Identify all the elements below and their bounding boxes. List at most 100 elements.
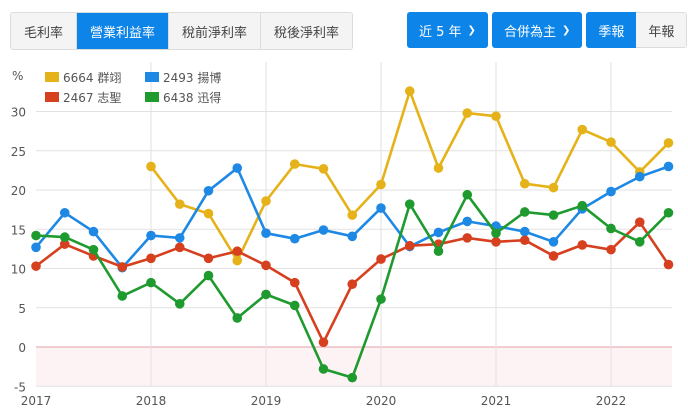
data-point[interactable] bbox=[203, 208, 214, 219]
data-point[interactable] bbox=[203, 270, 214, 281]
data-point[interactable] bbox=[146, 253, 156, 264]
data-point[interactable] bbox=[462, 233, 473, 243]
data-point[interactable] bbox=[261, 289, 271, 300]
data-point[interactable] bbox=[261, 228, 271, 238]
data-point[interactable] bbox=[88, 244, 99, 255]
data-point[interactable] bbox=[289, 159, 300, 169]
data-point[interactable] bbox=[117, 291, 128, 301]
data-point[interactable] bbox=[663, 207, 674, 218]
data-point[interactable] bbox=[117, 262, 128, 272]
data-point[interactable] bbox=[404, 199, 415, 209]
data-point[interactable] bbox=[376, 254, 386, 264]
data-point[interactable] bbox=[491, 111, 501, 122]
data-point[interactable] bbox=[663, 259, 674, 270]
legend-item[interactable]: 2467 志聖 bbox=[45, 91, 121, 105]
data-point[interactable] bbox=[663, 138, 674, 148]
data-point[interactable] bbox=[519, 207, 530, 217]
data-point[interactable] bbox=[433, 239, 444, 249]
data-point[interactable] bbox=[433, 163, 444, 173]
data-point[interactable] bbox=[146, 161, 156, 172]
data-point[interactable] bbox=[347, 372, 358, 383]
data-point[interactable] bbox=[376, 179, 386, 190]
data-point[interactable] bbox=[577, 200, 588, 211]
data-point[interactable] bbox=[59, 232, 70, 242]
data-point[interactable] bbox=[146, 277, 156, 288]
tab-net-margin[interactable]: 稅後淨利率 bbox=[261, 13, 353, 49]
data-point[interactable] bbox=[491, 237, 501, 247]
data-point[interactable] bbox=[462, 189, 473, 200]
data-point[interactable] bbox=[606, 137, 616, 147]
data-point[interactable] bbox=[404, 86, 415, 96]
data-point[interactable] bbox=[289, 300, 300, 311]
data-point[interactable] bbox=[577, 204, 588, 214]
data-point[interactable] bbox=[232, 163, 243, 173]
data-point[interactable] bbox=[88, 251, 99, 261]
data-point[interactable] bbox=[174, 199, 185, 209]
data-point[interactable] bbox=[634, 237, 645, 247]
tab-gross-margin[interactable]: 毛利率 bbox=[11, 13, 78, 49]
data-point[interactable] bbox=[606, 186, 616, 197]
quarterly-button[interactable]: 季報 bbox=[586, 12, 637, 48]
data-point[interactable] bbox=[634, 167, 645, 177]
data-point[interactable] bbox=[174, 242, 185, 253]
data-point[interactable] bbox=[31, 230, 41, 241]
data-point[interactable] bbox=[174, 299, 185, 309]
data-point[interactable] bbox=[174, 233, 185, 243]
data-point[interactable] bbox=[232, 255, 243, 266]
annual-button[interactable]: 年報 bbox=[636, 12, 688, 48]
data-point[interactable] bbox=[261, 260, 271, 271]
data-point[interactable] bbox=[519, 235, 530, 246]
data-point[interactable] bbox=[491, 228, 501, 238]
data-point[interactable] bbox=[433, 246, 444, 257]
period-dropdown[interactable]: 近 5 年 ❯ bbox=[407, 12, 488, 48]
tab-pretax-margin[interactable]: 稅前淨利率 bbox=[169, 13, 262, 49]
data-point[interactable] bbox=[347, 210, 358, 220]
data-point[interactable] bbox=[433, 227, 444, 238]
data-point[interactable] bbox=[634, 217, 645, 227]
data-point[interactable] bbox=[606, 223, 616, 234]
data-point[interactable] bbox=[347, 279, 358, 290]
data-point[interactable] bbox=[404, 241, 415, 252]
data-point[interactable] bbox=[146, 230, 156, 241]
data-point[interactable] bbox=[232, 313, 243, 323]
data-point[interactable] bbox=[232, 246, 243, 257]
data-point[interactable] bbox=[347, 231, 358, 242]
data-point[interactable] bbox=[117, 262, 128, 273]
legend-item[interactable]: 6438 迅得 bbox=[145, 90, 221, 105]
data-point[interactable] bbox=[548, 210, 559, 220]
data-point[interactable] bbox=[376, 294, 386, 304]
legend-item[interactable]: 2493 揚博 bbox=[145, 70, 221, 85]
data-point[interactable] bbox=[261, 196, 271, 206]
data-point[interactable] bbox=[577, 240, 588, 250]
data-point[interactable] bbox=[634, 171, 645, 182]
data-point[interactable] bbox=[519, 178, 530, 189]
data-point[interactable] bbox=[289, 233, 300, 244]
data-point[interactable] bbox=[88, 226, 99, 237]
data-point[interactable] bbox=[548, 251, 559, 261]
legend-item[interactable]: 6664 群翊 bbox=[45, 70, 121, 85]
consolidation-dropdown[interactable]: 合併為主 ❯ bbox=[491, 12, 583, 48]
data-point[interactable] bbox=[376, 203, 386, 213]
data-point[interactable] bbox=[491, 221, 501, 231]
data-point[interactable] bbox=[577, 124, 588, 135]
data-point[interactable] bbox=[31, 261, 41, 271]
data-point[interactable] bbox=[606, 244, 616, 255]
data-point[interactable] bbox=[462, 108, 473, 118]
data-point[interactable] bbox=[318, 164, 329, 174]
data-point[interactable] bbox=[663, 161, 674, 172]
data-point[interactable] bbox=[548, 237, 559, 247]
data-point[interactable] bbox=[318, 225, 329, 235]
data-point[interactable] bbox=[31, 242, 41, 253]
data-point[interactable] bbox=[59, 207, 70, 218]
data-point[interactable] bbox=[318, 337, 329, 348]
data-point[interactable] bbox=[548, 182, 559, 193]
data-point[interactable] bbox=[404, 240, 415, 251]
data-point[interactable] bbox=[289, 277, 300, 288]
data-point[interactable] bbox=[318, 364, 329, 374]
data-point[interactable] bbox=[203, 185, 214, 196]
data-point[interactable] bbox=[203, 253, 214, 264]
tab-operating-margin[interactable]: 營業利益率 bbox=[77, 13, 170, 49]
data-point[interactable] bbox=[519, 226, 530, 237]
data-point[interactable] bbox=[59, 239, 70, 249]
data-point[interactable] bbox=[462, 216, 473, 227]
